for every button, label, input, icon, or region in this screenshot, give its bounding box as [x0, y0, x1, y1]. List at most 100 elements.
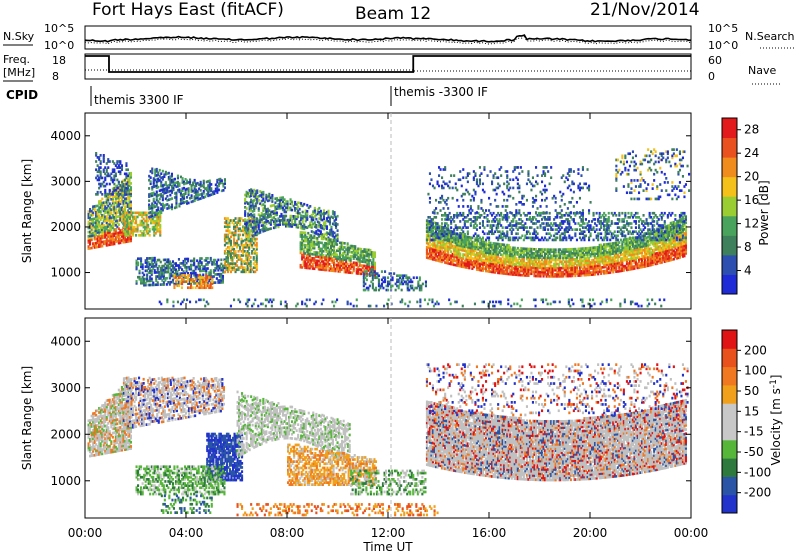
data-cell [206, 278, 209, 281]
data-cell [114, 223, 117, 227]
data-cell [87, 212, 90, 216]
data-cell [225, 256, 228, 259]
data-cell [164, 277, 167, 280]
data-cell [147, 261, 150, 264]
data-cell [145, 229, 148, 233]
data-cell [225, 241, 228, 245]
data-cell [92, 223, 95, 227]
data-cell [89, 234, 92, 238]
data-cell [205, 192, 208, 196]
data-cell [117, 208, 120, 212]
data-cell [226, 264, 230, 267]
data-cell [177, 266, 181, 269]
data-cell [162, 270, 165, 274]
data-cell [159, 217, 162, 221]
data-cell [175, 191, 178, 195]
data-cell [151, 219, 154, 223]
data-cell [113, 170, 116, 174]
data-cell [160, 182, 163, 186]
data-cell [286, 200, 289, 203]
data-cell [110, 234, 113, 238]
data-cell [160, 211, 163, 215]
data-cell [96, 237, 99, 241]
data-cell [141, 215, 144, 219]
data-cell [158, 275, 161, 278]
data-cell [117, 241, 120, 245]
data-cell [163, 183, 166, 187]
data-cell [208, 183, 211, 187]
data-cell [187, 189, 190, 192]
data-cell [149, 170, 152, 173]
data-cell [226, 256, 230, 259]
data-cell [223, 243, 227, 247]
data-cell [172, 182, 175, 186]
data-cell [113, 205, 116, 209]
date-title: 21/Nov/2014 [590, 0, 700, 20]
data-cell [105, 219, 108, 222]
data-cell [117, 233, 120, 237]
data-cell [175, 181, 178, 184]
data-cell [145, 213, 148, 217]
data-cell [87, 241, 90, 244]
data-cell [107, 200, 110, 204]
data-cell [114, 199, 117, 202]
data-cell [152, 191, 155, 195]
data-cell [184, 188, 187, 191]
data-cell [187, 278, 190, 281]
data-cell [209, 286, 212, 290]
data-cell [226, 225, 230, 229]
data-cell [170, 280, 173, 284]
data-cell [156, 275, 159, 278]
data-cell [128, 235, 131, 239]
data-cell [108, 210, 111, 214]
data-cell [96, 216, 99, 220]
data-cell [90, 213, 93, 217]
data-cell [164, 258, 167, 262]
data-cell [158, 277, 161, 280]
data-cell [203, 267, 206, 270]
data-cell [152, 193, 155, 197]
data-cell [218, 279, 221, 282]
data-cell [169, 175, 172, 178]
data-cell [96, 229, 99, 232]
data-cell [159, 283, 162, 286]
data-cell [126, 203, 130, 206]
data-cell [170, 180, 174, 184]
data-cell [208, 271, 211, 274]
freq-unit-label: [MHz] [3, 66, 35, 79]
data-cell [117, 202, 120, 206]
data-cell [199, 180, 202, 184]
data-cell [102, 217, 105, 221]
data-cell [87, 214, 90, 218]
data-cell [98, 210, 101, 214]
data-cell [124, 227, 127, 231]
data-cell [215, 266, 218, 270]
data-cell [152, 181, 155, 184]
data-cell [221, 266, 225, 270]
data-cell [95, 215, 98, 218]
data-cell [205, 286, 208, 290]
data-cell [104, 188, 107, 192]
data-cell [217, 281, 220, 284]
data-cell [120, 208, 124, 212]
data-cell [188, 267, 191, 271]
data-cell [116, 240, 119, 243]
data-cell [155, 283, 158, 287]
data-cell [176, 189, 180, 192]
data-cell [255, 237, 258, 241]
data-cell [104, 225, 107, 229]
data-cell [104, 190, 107, 194]
data-cell [182, 270, 185, 273]
data-cell [108, 182, 111, 186]
data-cell [226, 268, 230, 272]
data-cell [196, 259, 199, 263]
data-cell [228, 219, 231, 222]
data-cell [228, 223, 231, 226]
data-cell [149, 283, 152, 287]
data-cell [123, 240, 127, 244]
data-cell [206, 284, 209, 288]
data-cell [180, 282, 184, 285]
data-cell [104, 236, 107, 239]
data-cell [223, 237, 227, 241]
data-cell [89, 242, 92, 246]
